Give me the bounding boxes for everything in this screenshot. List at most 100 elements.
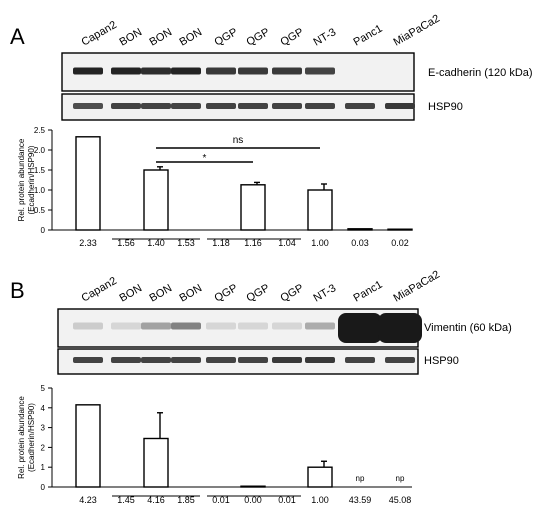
lane-label: QGP [279, 282, 306, 305]
lane-label: QGP [213, 26, 240, 49]
value-label: 0.02 [391, 238, 409, 248]
lane-label: QGP [213, 282, 240, 305]
lane-label: BON [148, 282, 175, 304]
blot-band [171, 357, 201, 363]
bar-chart: 0 1 2 3 4 5 Rel. protein abundance (Ecadherin/H… [17, 384, 412, 492]
value-label: 1.00 [311, 238, 329, 248]
lane-label: BON [178, 282, 205, 304]
blot-band [305, 357, 335, 363]
value-label: 0.01 [212, 495, 230, 505]
blot-band [385, 357, 415, 363]
blot-band [171, 67, 201, 75]
value-label: 1.40 [147, 238, 165, 248]
bar [75, 404, 101, 488]
y-tick-label: 2.5 [34, 126, 46, 135]
bar [75, 136, 101, 231]
blot-band [206, 103, 236, 109]
blot-band [305, 67, 335, 75]
np-label: np [356, 474, 365, 483]
blot-strip [61, 52, 415, 92]
blot-strip [57, 348, 419, 375]
value-label: 1.45 [117, 495, 135, 505]
bar [387, 228, 413, 231]
bar [307, 189, 333, 231]
bar [240, 485, 266, 488]
bar [240, 184, 266, 231]
blot-band [238, 322, 268, 330]
blot-band [171, 103, 201, 109]
blot-band [111, 67, 141, 75]
y-tick-label: 1.0 [34, 186, 46, 195]
blot-band [238, 67, 268, 75]
lane-label: BON [178, 26, 205, 48]
blot-band [111, 322, 141, 330]
bar [143, 169, 169, 231]
lane-label: BON [118, 282, 145, 304]
blot-label: Vimentin (60 kDa) [424, 322, 512, 334]
lane-label: NT-3 [312, 26, 339, 48]
value-label: 4.16 [147, 495, 165, 505]
panel-letter: B [10, 278, 25, 303]
lane-label: QGP [245, 282, 272, 305]
y-tick-label: 1.5 [34, 166, 46, 175]
bar [307, 466, 333, 488]
value-label: 1.16 [244, 238, 262, 248]
blot-band [238, 103, 268, 109]
blot-band [73, 357, 103, 363]
blot-band [111, 103, 141, 109]
lane-label: Capan2 [80, 275, 119, 305]
value-label: 0.00 [244, 495, 262, 505]
lane-label: BON [148, 26, 175, 48]
y-axis-label-units: (Ecadherin/HSP90) [27, 145, 36, 214]
value-label: 2.33 [79, 238, 97, 248]
y-tick-label: 4 [41, 404, 46, 413]
blot-label: HSP90 [424, 355, 459, 367]
lane-label: MiaPaCa2 [392, 269, 442, 305]
blot-label: E-cadherin (120 kDa) [428, 67, 533, 79]
y-tick-label: 0 [41, 226, 46, 235]
value-label: 45.08 [389, 495, 412, 505]
y-axis-label: Rel. protein abundance [17, 396, 26, 479]
significance-label: ns [233, 135, 244, 146]
y-axis-label-units: (Ecadherin/HSP90) [27, 403, 36, 472]
blot-band [272, 67, 302, 75]
blot-band [272, 322, 302, 330]
blot-band [206, 67, 236, 75]
value-label: 1.85 [177, 495, 195, 505]
blot-band [171, 322, 201, 330]
blot-band [73, 322, 103, 330]
blot-strip [57, 308, 422, 348]
value-label: 1.18 [212, 238, 230, 248]
blot-band [385, 103, 415, 109]
blot-band [238, 357, 268, 363]
lane-label: MiaPaCa2 [392, 13, 442, 49]
blot-band [141, 67, 171, 75]
value-label: 1.00 [311, 495, 329, 505]
bar [347, 228, 373, 231]
lane-label: BON [118, 26, 145, 48]
value-label: 0.01 [278, 495, 296, 505]
lane-label: QGP [245, 26, 272, 49]
y-tick-label: 3 [41, 424, 46, 433]
y-tick-label: 0 [41, 483, 46, 492]
blot-band [378, 313, 422, 343]
value-label: 1.56 [117, 238, 135, 248]
blot-band [272, 357, 302, 363]
y-tick-label: 2 [41, 443, 46, 452]
value-label: 1.53 [177, 238, 195, 248]
value-label: 43.59 [349, 495, 372, 505]
lane-label: Panc1 [352, 23, 385, 49]
blot-band [345, 103, 375, 109]
blot-band [305, 103, 335, 109]
blot-band [305, 322, 335, 330]
lane-label: Panc1 [352, 279, 385, 305]
blot-band [111, 357, 141, 363]
panel-letter: A [10, 24, 25, 49]
value-label: 4.23 [79, 495, 97, 505]
value-label: 1.04 [278, 238, 296, 248]
blot-band [141, 322, 171, 330]
y-tick-label: 5 [41, 384, 46, 393]
blot-band [73, 67, 103, 75]
